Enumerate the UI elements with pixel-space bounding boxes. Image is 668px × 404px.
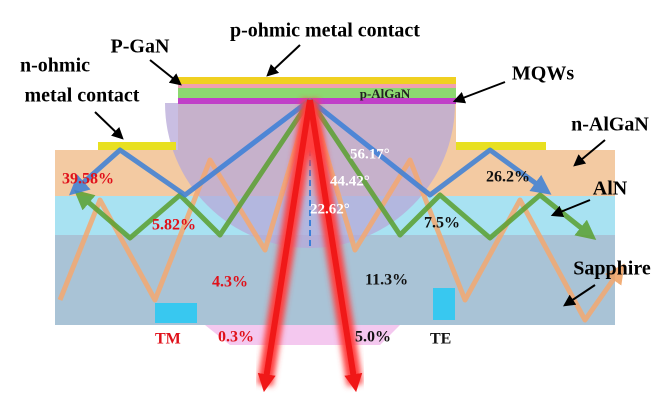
p-gan-layer	[178, 84, 456, 88]
escape-ray	[257, 99, 313, 393]
callout-arrow	[573, 139, 606, 167]
escape-ray	[307, 99, 363, 393]
angle-label: 44.42°	[330, 173, 370, 189]
ray	[308, 98, 552, 198]
angle-label: 56.17°	[350, 146, 390, 162]
callout-arrow	[550, 199, 591, 217]
tm-percentage: 5.82%	[152, 217, 196, 234]
callout-arrow	[94, 111, 124, 140]
sapphire-label: Sapphire	[573, 258, 651, 280]
mqws-label: MQWs	[512, 63, 574, 85]
aln-label: AlN	[593, 178, 628, 200]
te-percentage: 26.2%	[486, 169, 530, 186]
n-contact	[98, 142, 176, 150]
tm-mode-icon	[155, 303, 197, 323]
ray	[307, 99, 625, 323]
callout-arrow	[452, 81, 506, 104]
n-contact-label: metal contact	[25, 85, 140, 107]
callout-arrow	[266, 44, 301, 77]
callout-arrow	[563, 284, 596, 307]
te-percentage: 5.0%	[355, 329, 391, 346]
te-percentage: 11.3%	[365, 272, 408, 289]
ray	[307, 98, 597, 241]
p-contact	[178, 77, 456, 84]
p-algan-label: p-AlGaN	[360, 86, 411, 101]
ray	[57, 99, 313, 303]
p-contact-label: p-ohmic metal contact	[230, 20, 420, 42]
angle-label: 22.62°	[310, 201, 350, 217]
tm-label: TM	[155, 331, 181, 348]
te-label: TE	[430, 331, 451, 348]
te-mode-icon	[433, 288, 455, 320]
p-gan-label: P-GaN	[111, 36, 170, 58]
tm-percentage: 4.3%	[212, 274, 248, 291]
n-contact	[456, 142, 546, 150]
callout-arrow	[149, 59, 182, 86]
te-percentage: 7.5%	[424, 215, 460, 232]
n-algan-label: n-AlGaN	[571, 114, 649, 136]
p-algan-layer	[178, 88, 456, 98]
ray	[73, 98, 313, 241]
n-contact-label: n-ohmic	[20, 55, 90, 77]
tm-percentage: 0.3%	[218, 329, 254, 346]
ray	[69, 98, 312, 198]
tm-percentage: 39.58%	[62, 171, 114, 188]
